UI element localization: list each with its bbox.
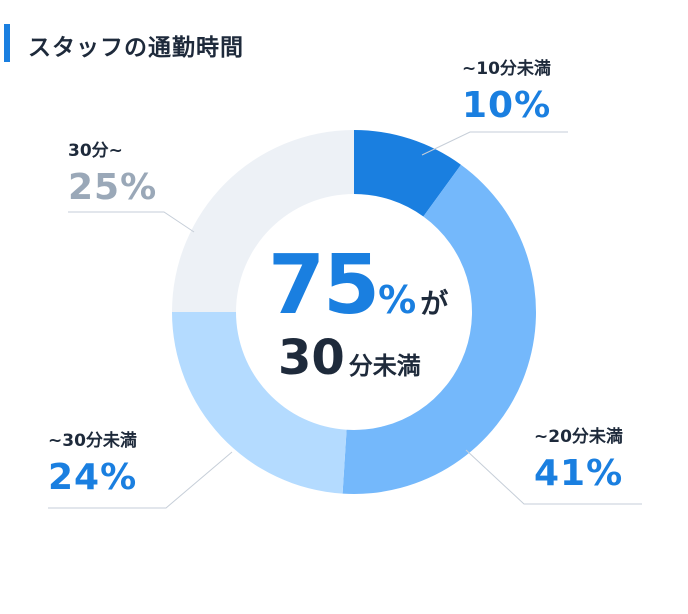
leader-line-30min	[48, 451, 233, 509]
center-percent-sign: %	[378, 278, 417, 322]
slice-value-20min: 41%	[534, 453, 624, 494]
slice-30min-over	[172, 130, 354, 312]
donut-slices	[172, 130, 536, 494]
title-accent-bar	[4, 24, 10, 62]
center-threshold: 30 分未満	[278, 330, 421, 386]
slice-value-10min: 10%	[462, 85, 552, 126]
slice-10min	[354, 130, 461, 217]
center-value: 75	[268, 238, 380, 333]
leader-line-20min	[465, 449, 642, 505]
leader-lines	[48, 131, 642, 509]
center-threshold-unit: 分未満	[348, 352, 421, 380]
center-particle: が	[420, 287, 449, 320]
slice-20min	[342, 164, 536, 494]
slice-name-20min: ~20分未満	[534, 427, 623, 447]
slice-name-10min: ~10分未満	[462, 59, 551, 79]
center-percentage: 75% が	[268, 238, 448, 333]
slice-label-30min: ~30分未満 24%	[48, 426, 137, 498]
slice-label-10min: ~10分未満 10%	[462, 54, 551, 126]
chart-title: スタッフの通勤時間	[28, 35, 244, 61]
slice-value-30min-over: 25%	[68, 167, 158, 208]
slice-name-30min: ~30分未満	[48, 431, 137, 451]
slice-label-20min: ~20分未満 41%	[534, 422, 623, 494]
center-threshold-number: 30	[278, 330, 345, 386]
leader-line-30min-over	[68, 211, 195, 233]
slice-name-30min-over: 30分~	[68, 141, 123, 161]
slice-30min	[172, 312, 347, 494]
slice-label-30min-over: 30分~ 25%	[68, 136, 157, 208]
leader-line-10min	[421, 131, 568, 156]
slice-value-30min: 24%	[48, 457, 138, 498]
